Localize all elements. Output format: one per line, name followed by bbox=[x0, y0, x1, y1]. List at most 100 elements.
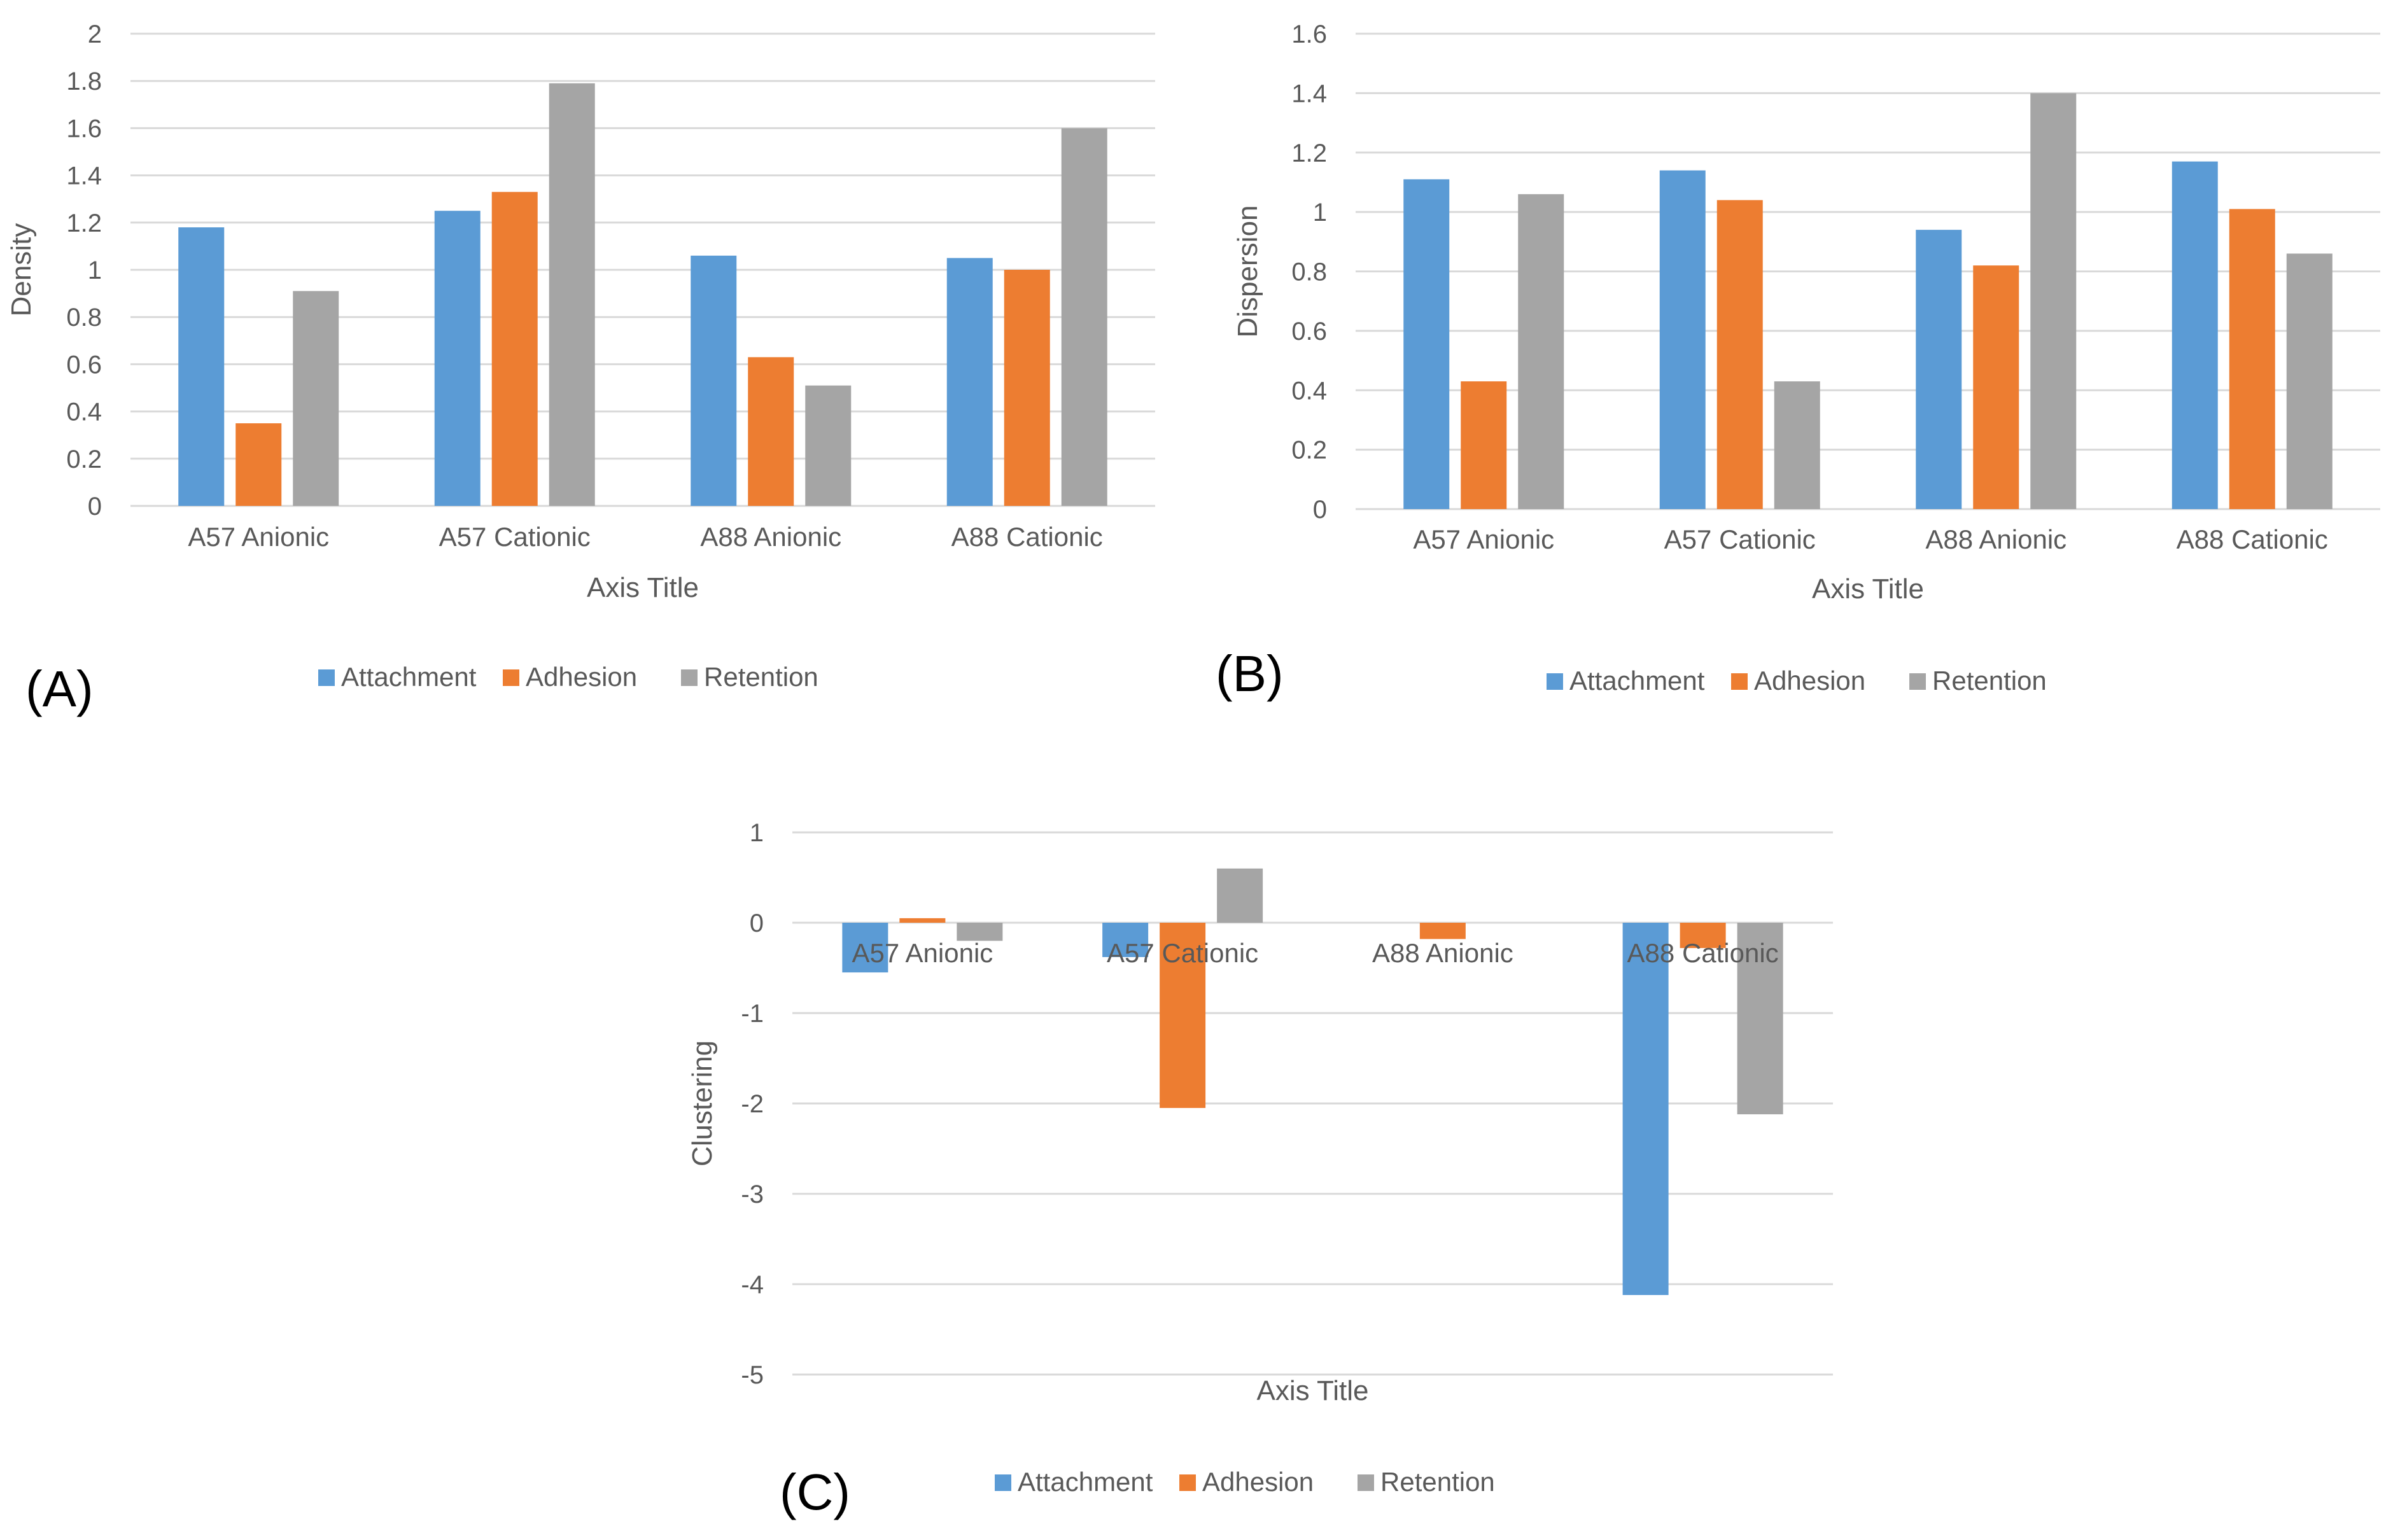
bar-adhesion-2 bbox=[1160, 923, 1206, 1109]
x-axis-title: Axis Title bbox=[1256, 1375, 1368, 1406]
panel-label: (C) bbox=[780, 1464, 850, 1520]
y-tick-label: 1 bbox=[1313, 199, 1327, 227]
y-tick-label: 1.8 bbox=[66, 67, 102, 95]
bar-attachment-4 bbox=[946, 258, 993, 506]
bar-adhesion-2 bbox=[1716, 200, 1763, 509]
bar-retention-2 bbox=[1217, 868, 1263, 923]
bar-adhesion-1 bbox=[899, 918, 946, 923]
y-tick-label: 1.4 bbox=[66, 162, 102, 190]
bar-attachment-1 bbox=[1403, 179, 1450, 509]
y-axis-title: Dispersion bbox=[1232, 206, 1263, 338]
legend-swatch-adhesion bbox=[1179, 1474, 1196, 1491]
category-label: A57 Anionic bbox=[188, 522, 329, 552]
legend-label-adhesion: Adhesion bbox=[1754, 666, 1865, 696]
bar-attachment-3 bbox=[691, 255, 737, 506]
y-tick-label: -1 bbox=[741, 1000, 764, 1028]
y-tick-label: 1.2 bbox=[66, 209, 102, 237]
y-tick-label: -3 bbox=[741, 1180, 764, 1208]
bar-attachment-1 bbox=[178, 227, 225, 506]
legend-swatch-attachment bbox=[995, 1474, 1011, 1491]
legend-label-retention: Retention bbox=[1932, 666, 2047, 696]
y-tick-label: 1.6 bbox=[1291, 20, 1327, 48]
category-label: A88 Cationic bbox=[2177, 524, 2328, 554]
y-tick-label: 1.4 bbox=[1291, 80, 1327, 108]
y-tick-label: 2 bbox=[88, 20, 102, 48]
legend-label-adhesion: Adhesion bbox=[526, 662, 637, 692]
bar-adhesion-4 bbox=[2229, 209, 2275, 509]
y-tick-label: 0 bbox=[750, 909, 764, 937]
bar-adhesion-4 bbox=[1680, 923, 1726, 948]
panel-label: (A) bbox=[25, 661, 94, 717]
bar-attachment-3 bbox=[1916, 230, 1962, 509]
bar-adhesion-1 bbox=[235, 423, 282, 506]
y-tick-label: 0.4 bbox=[1291, 377, 1327, 405]
legend-swatch-retention bbox=[1358, 1474, 1374, 1491]
bar-attachment-4 bbox=[1622, 923, 1669, 1296]
panel-label: (B) bbox=[1216, 645, 1284, 702]
bar-retention-4 bbox=[1061, 128, 1107, 506]
bar-adhesion-3 bbox=[1973, 265, 2019, 509]
y-tick-label: 0.6 bbox=[66, 351, 102, 379]
y-tick-label: 1.2 bbox=[1291, 139, 1327, 167]
y-tick-label: -4 bbox=[741, 1271, 764, 1299]
y-tick-label: 0.2 bbox=[1291, 437, 1327, 465]
y-tick-label: 1 bbox=[88, 256, 102, 284]
y-tick-label: 1 bbox=[750, 819, 764, 847]
y-tick-label: 0 bbox=[1313, 496, 1327, 524]
chart-panel-c: -5 -4 -3 -2 -1 0 1 A57 Anionic A57 Cationic A88 A… bbox=[687, 819, 1833, 1520]
legend-swatch-retention bbox=[681, 669, 698, 686]
y-tick-label: 0.2 bbox=[66, 445, 102, 473]
legend-label-adhesion: Adhesion bbox=[1202, 1467, 1314, 1497]
category-label: A57 Anionic bbox=[1413, 524, 1554, 554]
category-label: A88 Cationic bbox=[1627, 938, 1779, 968]
category-label: A88 Anionic bbox=[1372, 938, 1513, 968]
legend-label-attachment: Attachment bbox=[341, 662, 477, 692]
bar-attachment-2 bbox=[1659, 170, 1706, 509]
bar-retention-1 bbox=[293, 291, 339, 506]
x-axis-title: Axis Title bbox=[587, 572, 699, 603]
legend-swatch-retention bbox=[1909, 673, 1926, 690]
bar-attachment-2 bbox=[434, 211, 481, 506]
category-label: A57 Cationic bbox=[439, 522, 591, 552]
legend-swatch-adhesion bbox=[503, 669, 519, 686]
category-label: A88 Anionic bbox=[700, 522, 841, 552]
chart-panel-a: 0 0.2 0.4 0.6 0.8 1 1.2 1.4 1.6 1.8 2 A57 Anionic A5… bbox=[6, 20, 1155, 717]
bar-adhesion-3 bbox=[1419, 923, 1466, 939]
category-label: A57 Anionic bbox=[852, 938, 993, 968]
bar-attachment-1 bbox=[842, 923, 888, 973]
y-tick-label: 0 bbox=[88, 493, 102, 521]
bar-adhesion-4 bbox=[1004, 270, 1050, 506]
y-tick-label: -5 bbox=[741, 1361, 764, 1389]
legend-label-retention: Retention bbox=[704, 662, 818, 692]
category-label: A57 Cationic bbox=[1664, 524, 1816, 554]
y-tick-label: 0.6 bbox=[1291, 318, 1327, 346]
legend-label-attachment: Attachment bbox=[1018, 1467, 1153, 1497]
legend-swatch-attachment bbox=[318, 669, 335, 686]
bar-retention-3 bbox=[805, 385, 852, 506]
bar-retention-1 bbox=[1518, 194, 1564, 509]
y-axis-title: Clustering bbox=[687, 1040, 718, 1166]
category-label: A57 Cationic bbox=[1107, 938, 1258, 968]
chart-panel-b: 0 0.2 0.4 0.6 0.8 1 1.2 1.4 1.6 A57 Anionic A57 Ca… bbox=[1216, 20, 2380, 702]
y-tick-label: 0.4 bbox=[66, 398, 102, 426]
x-axis-title: Axis Title bbox=[1812, 573, 1924, 605]
legend-label-attachment: Attachment bbox=[1569, 666, 1705, 696]
bar-retention-1 bbox=[957, 923, 1003, 941]
bar-attachment-4 bbox=[2172, 161, 2218, 510]
y-axis-title: Density bbox=[6, 223, 37, 317]
bar-adhesion-2 bbox=[491, 192, 538, 506]
bar-attachment-2 bbox=[1102, 923, 1149, 957]
y-tick-label: 1.6 bbox=[66, 115, 102, 143]
bar-adhesion-1 bbox=[1461, 381, 1507, 509]
legend-label-retention: Retention bbox=[1380, 1467, 1495, 1497]
y-tick-label: -2 bbox=[741, 1090, 764, 1118]
bar-retention-2 bbox=[1774, 381, 1820, 509]
bar-retention-2 bbox=[549, 83, 595, 506]
category-label: A88 Anionic bbox=[1925, 524, 2067, 554]
bar-retention-3 bbox=[2030, 93, 2077, 509]
bar-retention-4 bbox=[2286, 253, 2333, 509]
bar-retention-4 bbox=[1737, 923, 1783, 1115]
legend-swatch-adhesion bbox=[1731, 673, 1748, 690]
category-label: A88 Cationic bbox=[951, 522, 1103, 552]
